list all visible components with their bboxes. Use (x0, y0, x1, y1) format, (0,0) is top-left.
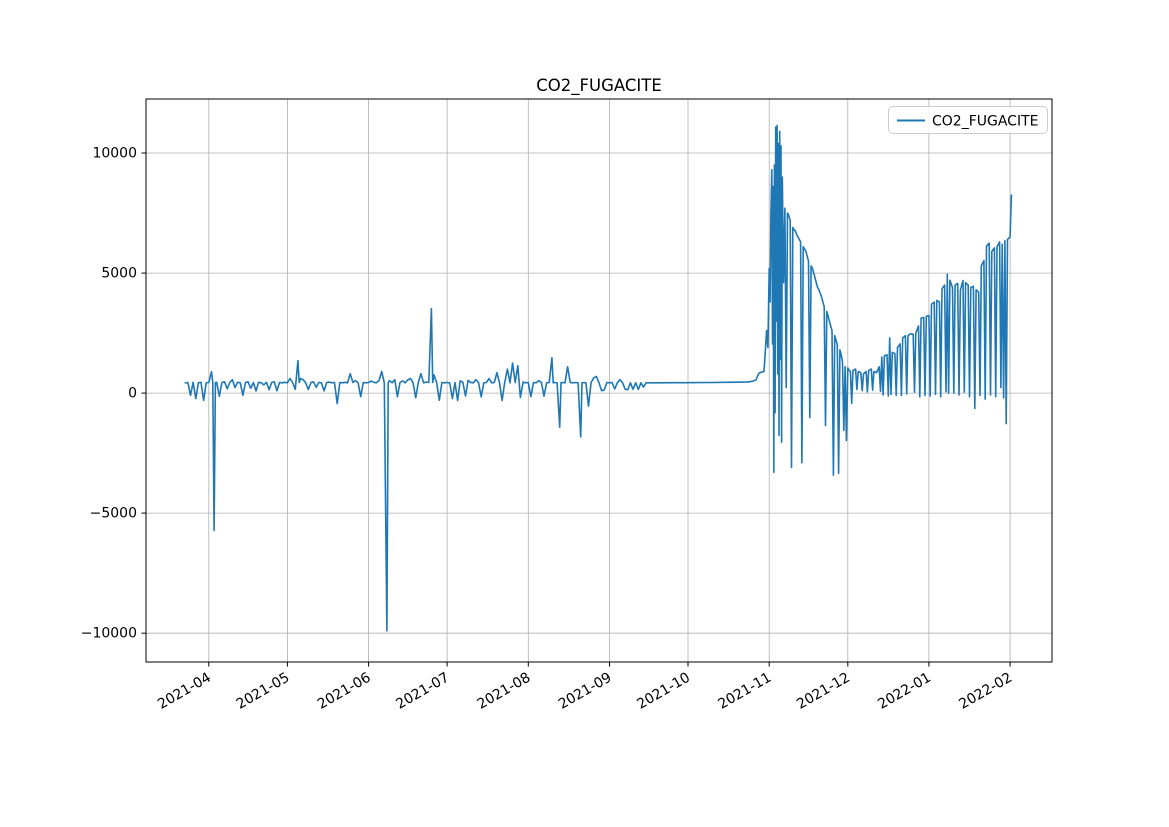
axis-tick-labels: 2021-04 2021-05 2021-06 2021-07 2021-08 2021-… (81, 146, 1015, 713)
x-tick-label: 2021-11 (716, 670, 775, 713)
legend-entry-label: CO2_FUGACITE (932, 114, 1038, 130)
x-tick-label: 2021-12 (794, 670, 853, 713)
y-tick-label: −10000 (81, 626, 137, 642)
chart-title: CO2_FUGACITE (536, 76, 662, 96)
y-tick-label: −5000 (90, 506, 137, 522)
x-tick-label: 2022-01 (875, 670, 934, 713)
y-tick-label: 5000 (101, 266, 137, 282)
x-tick-label: 2021-10 (634, 670, 693, 713)
x-tick-label: 2021-08 (475, 670, 534, 713)
x-tick-label: 2021-09 (556, 670, 615, 713)
legend-box (888, 106, 1048, 134)
y-tick-label: 0 (128, 386, 137, 402)
x-tick-label: 2022-02 (956, 670, 1015, 713)
x-tick-label: 2021-05 (234, 670, 293, 713)
legend: CO2_FUGACITE (888, 106, 1048, 134)
axis-ticks (141, 152, 1011, 667)
x-tick-label: 2021-07 (393, 670, 452, 713)
y-tick-label: 10000 (92, 146, 137, 162)
plot-area-border (145, 98, 1053, 663)
x-tick-label: 2021-06 (315, 670, 374, 713)
grid (146, 99, 1052, 662)
series-layer (184, 124, 1013, 632)
series-line-co2-fugacite (184, 124, 1013, 632)
x-tick-label: 2021-04 (155, 670, 214, 713)
